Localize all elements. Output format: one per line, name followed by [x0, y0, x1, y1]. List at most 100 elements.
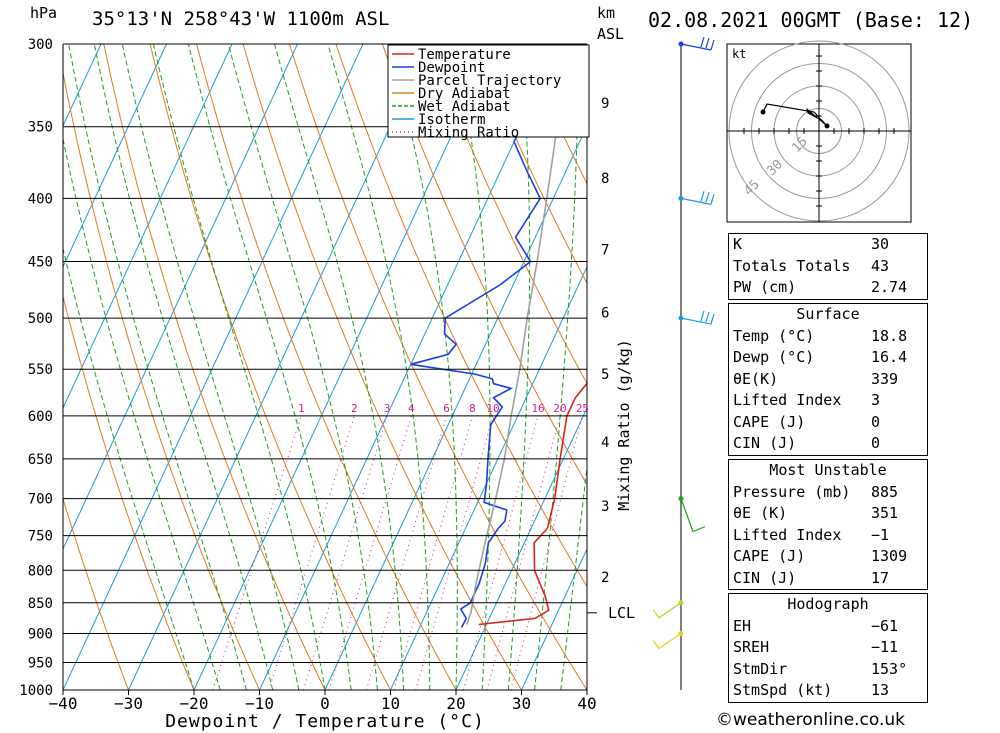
- mixing-ratio-label: 3: [384, 402, 391, 415]
- wet-adiabat-line: [534, 44, 579, 690]
- wind-barbs: [652, 36, 715, 690]
- km-label: 7: [601, 242, 609, 258]
- datetime-title: 02.08.2021 00GMT (Base: 12): [648, 8, 974, 32]
- legend-label: Wet Adiabat: [418, 99, 511, 115]
- km-label: 6: [601, 306, 609, 322]
- wind-barb: [680, 191, 715, 205]
- mixing-ratio-label: 1: [298, 402, 305, 415]
- series-dewpoint: [410, 44, 561, 628]
- x-tick-label: 0: [320, 694, 330, 713]
- hodograph-point: [824, 123, 830, 129]
- x-tick-label: 20: [446, 694, 465, 713]
- km-label: 8: [601, 171, 609, 187]
- km-label: 5: [601, 367, 609, 383]
- surface-table: Surface Temp (°C) 18.8 Dewp (°C) 16.4 θE(K…: [728, 303, 928, 456]
- mixing-ratio-axis-title: Mixing Ratio (g/kg): [615, 339, 633, 511]
- legend-label: Parcel Trajectory: [418, 73, 561, 89]
- mixing-ratio-label: 2: [351, 402, 358, 415]
- x-tick-label: −10: [245, 694, 274, 713]
- x-axis-title: Dewpoint / Temperature (°C): [165, 711, 485, 732]
- copyright-link[interactable]: ©weatheronline.co.uk: [716, 710, 906, 730]
- km-label: 9: [601, 96, 609, 112]
- x-tick-label: −30: [114, 694, 143, 713]
- wind-barb: [680, 310, 715, 325]
- hodo-row: StmSpd (kt) 13: [733, 681, 890, 699]
- pressure-label: 800: [28, 563, 53, 579]
- pressure-label: 550: [28, 362, 53, 378]
- dry-adiabat-line: [474, 44, 587, 285]
- hodograph-unit: kt: [732, 47, 746, 61]
- legend-label: Mixing Ratio: [418, 125, 519, 141]
- surface-row: θE(K) 339: [733, 369, 899, 388]
- most-unstable-table: Most Unstable Pressure (mb) 885 θE (K) 351…: [728, 459, 928, 590]
- legend-label: Temperature: [418, 47, 511, 63]
- hodograph-point: [760, 109, 766, 115]
- x-tick-label: 30: [512, 694, 531, 713]
- mu-row: CIN (J) 17: [733, 568, 890, 587]
- hodo-row: EH −61: [733, 616, 899, 635]
- isotherm-line: [193, 44, 495, 690]
- pressure-label: 900: [28, 626, 53, 642]
- pressure-label: 500: [28, 311, 53, 327]
- isotherm-line: [128, 44, 429, 690]
- isotherm-line: [521, 547, 587, 690]
- wind-barb: [680, 498, 706, 533]
- mixing-ratio-label: 4: [408, 402, 415, 415]
- lcl-label: LCL: [608, 604, 635, 622]
- pressure-label: 400: [28, 191, 53, 207]
- wet-adiabat-line: [274, 44, 405, 690]
- pressure-label: 750: [28, 529, 53, 545]
- hodograph-arrow: [806, 107, 828, 127]
- pressure-label: 600: [28, 409, 53, 425]
- location-title: 35°13'N 258°43'W 1100m ASL: [92, 8, 390, 30]
- mixing-ratio-line: [463, 415, 539, 690]
- mixing-ratio-line: [510, 415, 583, 690]
- series-temperature: [478, 382, 587, 626]
- pressure-label: 850: [28, 596, 53, 612]
- legend-box: [387, 44, 590, 138]
- mixing-ratio-label: 16: [531, 402, 544, 415]
- x-tick-label: 40: [577, 694, 596, 713]
- wet-adiabat-line: [507, 44, 531, 690]
- surface-row: Lifted Index 3: [733, 391, 881, 409]
- wind-barb: [680, 36, 715, 51]
- wet-adiabat-line: [388, 44, 458, 690]
- wind-barb: [652, 602, 682, 619]
- mu-row: θE (K) 351: [733, 504, 899, 522]
- isotherm-line: [455, 406, 587, 690]
- legend-label: Dewpoint: [418, 60, 485, 76]
- km-label: 3: [601, 499, 609, 515]
- isotherm-line: [324, 124, 587, 690]
- surface-row: CIN (J) 0: [733, 434, 881, 452]
- pressure-label: 650: [28, 452, 53, 468]
- isotherm-line: [259, 44, 560, 690]
- hodograph-title: Hodograph: [787, 595, 869, 613]
- km-unit-asl: ASL: [597, 25, 625, 43]
- surface-title: Surface: [796, 305, 860, 323]
- mixing-ratio-label: 10: [486, 402, 499, 415]
- hpa-unit: hPa: [30, 4, 58, 22]
- hodo-row: SREH −11: [733, 638, 899, 656]
- pressure-label: 950: [28, 655, 53, 671]
- wet-adiabat-line: [68, 44, 247, 690]
- pressure-label: 700: [28, 492, 53, 508]
- hodograph-trace: [762, 103, 828, 127]
- x-tick-label: −20: [180, 694, 209, 713]
- x-tick-label: 10: [381, 694, 400, 713]
- mixing-ratio-label: 20: [553, 402, 566, 415]
- mixing-ratio-line: [328, 415, 412, 690]
- surface-row: Temp (°C) 18.8: [733, 326, 908, 345]
- dry-adiabat-line: [63, 497, 129, 690]
- hodo-row: StmDir 153°: [733, 659, 908, 678]
- isotherm-line: [390, 265, 587, 690]
- wet-adiabat-line: [63, 136, 221, 690]
- axes: [62, 43, 597, 695]
- mu-row: Lifted Index −1: [733, 525, 890, 544]
- wet-adiabat-line: [121, 44, 300, 690]
- wind-barb: [652, 632, 682, 650]
- mixing-ratio-line: [365, 415, 447, 690]
- index-row: K 30: [733, 235, 890, 253]
- index-row: Totals Totals 43: [733, 256, 890, 275]
